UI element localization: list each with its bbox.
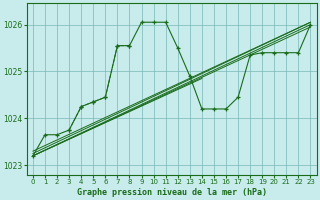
X-axis label: Graphe pression niveau de la mer (hPa): Graphe pression niveau de la mer (hPa) bbox=[77, 188, 267, 197]
